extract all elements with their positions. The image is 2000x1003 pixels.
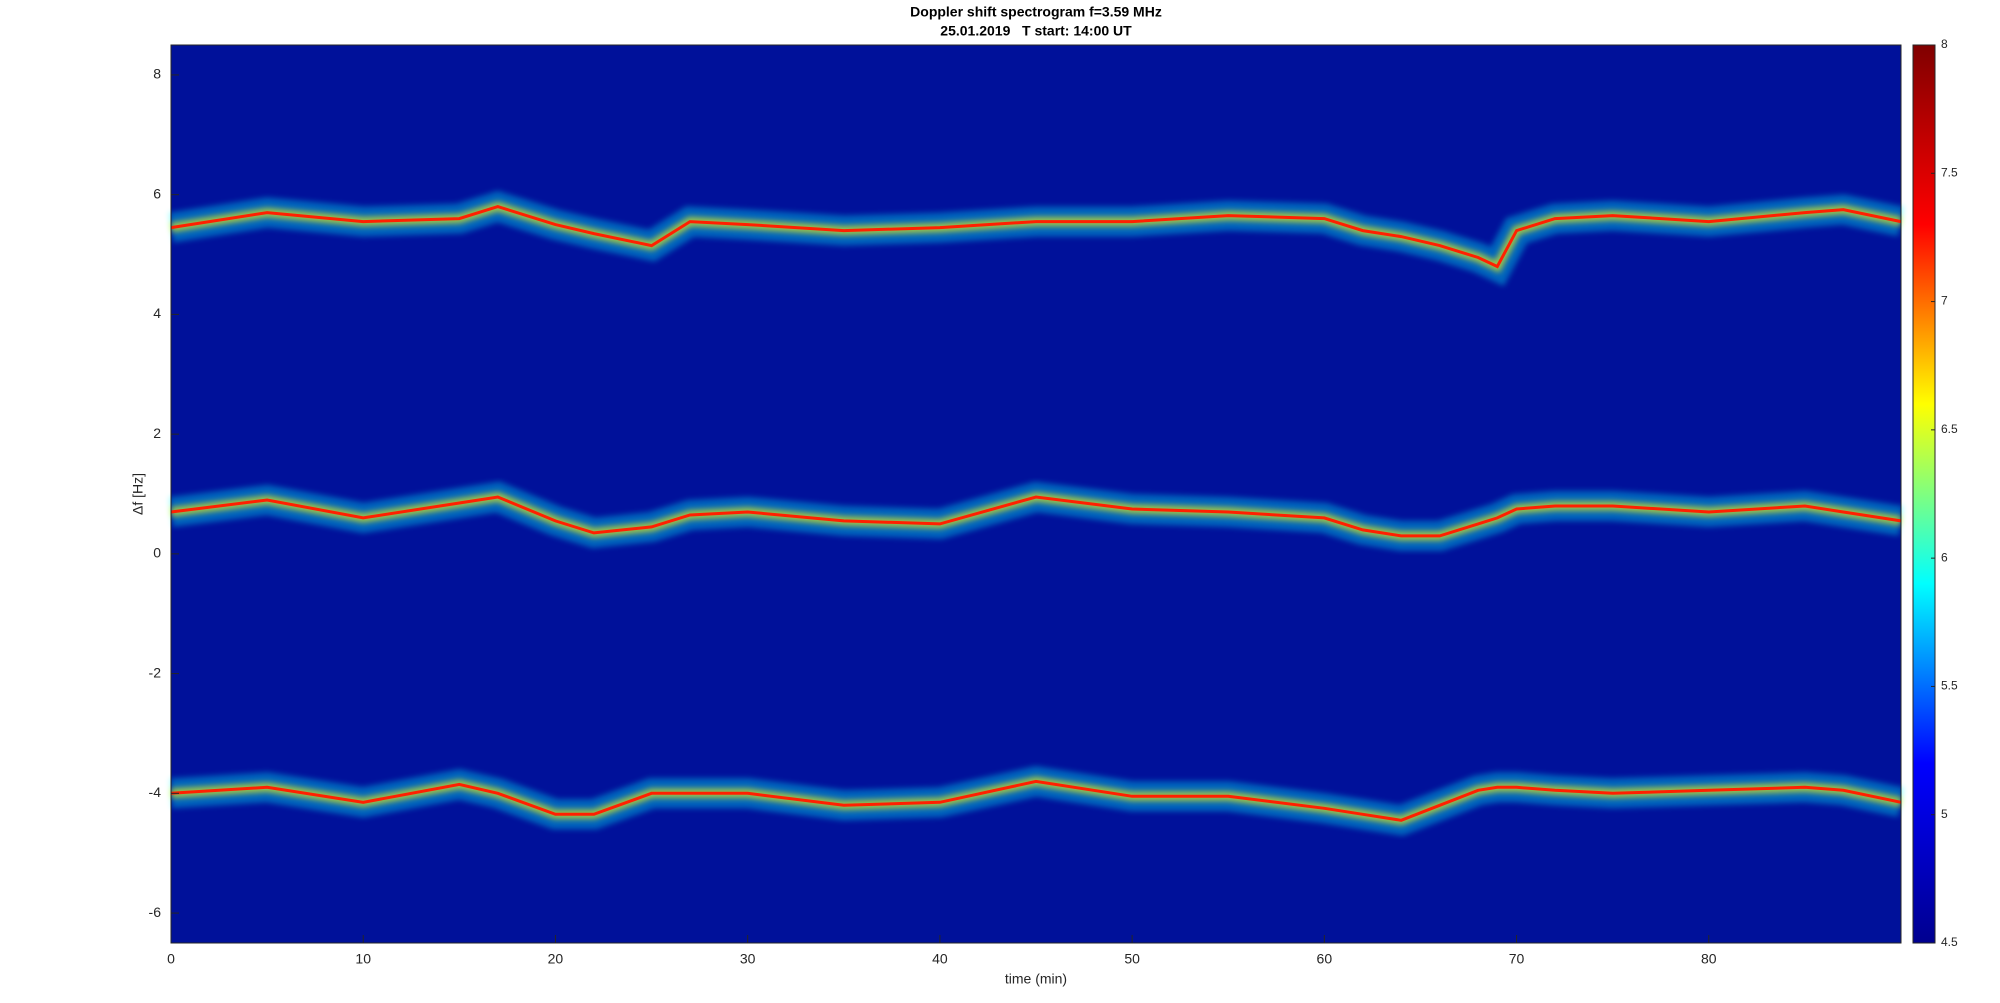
x-tick-label: 20 bbox=[548, 951, 564, 967]
colorbar-tick-label: 6 bbox=[1941, 550, 1948, 564]
colorbar-tick-label: 5 bbox=[1941, 807, 1948, 821]
y-tick-label: -6 bbox=[149, 904, 162, 920]
trace-line bbox=[170, 779, 1902, 822]
y-tick-label: 4 bbox=[153, 305, 161, 321]
x-tick-label: 10 bbox=[355, 951, 371, 967]
trace-line bbox=[170, 205, 1902, 269]
x-tick-label: 0 bbox=[167, 951, 175, 967]
x-tick-label: 60 bbox=[1317, 951, 1333, 967]
y-tick-label: 2 bbox=[153, 425, 161, 441]
chart-subtitle: 25.01.2019 T start: 14:00 UT bbox=[940, 23, 1132, 39]
y-tick-label: 0 bbox=[153, 545, 161, 561]
x-tick-label: 80 bbox=[1701, 951, 1717, 967]
y-tick-label: -4 bbox=[149, 784, 162, 800]
chart-title: Doppler shift spectrogram f=3.59 MHz bbox=[910, 4, 1162, 20]
x-tick-label: 30 bbox=[740, 951, 756, 967]
colorbar bbox=[1912, 44, 1936, 944]
colorbar-tick-label: 4.5 bbox=[1941, 935, 1958, 949]
x-tick-label: 50 bbox=[1124, 951, 1140, 967]
colorbar-tick-label: 5.5 bbox=[1941, 679, 1958, 693]
colorbar-tick-label: 8 bbox=[1941, 37, 1948, 51]
colorbar-tick-label: 6.5 bbox=[1941, 422, 1958, 436]
y-tick-label: 6 bbox=[153, 185, 161, 201]
x-axis-label: time (min) bbox=[1005, 971, 1067, 987]
plot-frame bbox=[170, 44, 1902, 944]
x-tick-label: 70 bbox=[1509, 951, 1525, 967]
colorbar-tick-label: 7.5 bbox=[1941, 165, 1958, 179]
x-tick-label: 40 bbox=[932, 951, 948, 967]
trace-line bbox=[170, 495, 1902, 538]
y-tick-label: 8 bbox=[153, 66, 161, 82]
y-tick-label: -2 bbox=[149, 664, 162, 680]
y-axis-label: Δf [Hz] bbox=[130, 473, 146, 515]
colorbar-tick-label: 7 bbox=[1941, 294, 1948, 308]
